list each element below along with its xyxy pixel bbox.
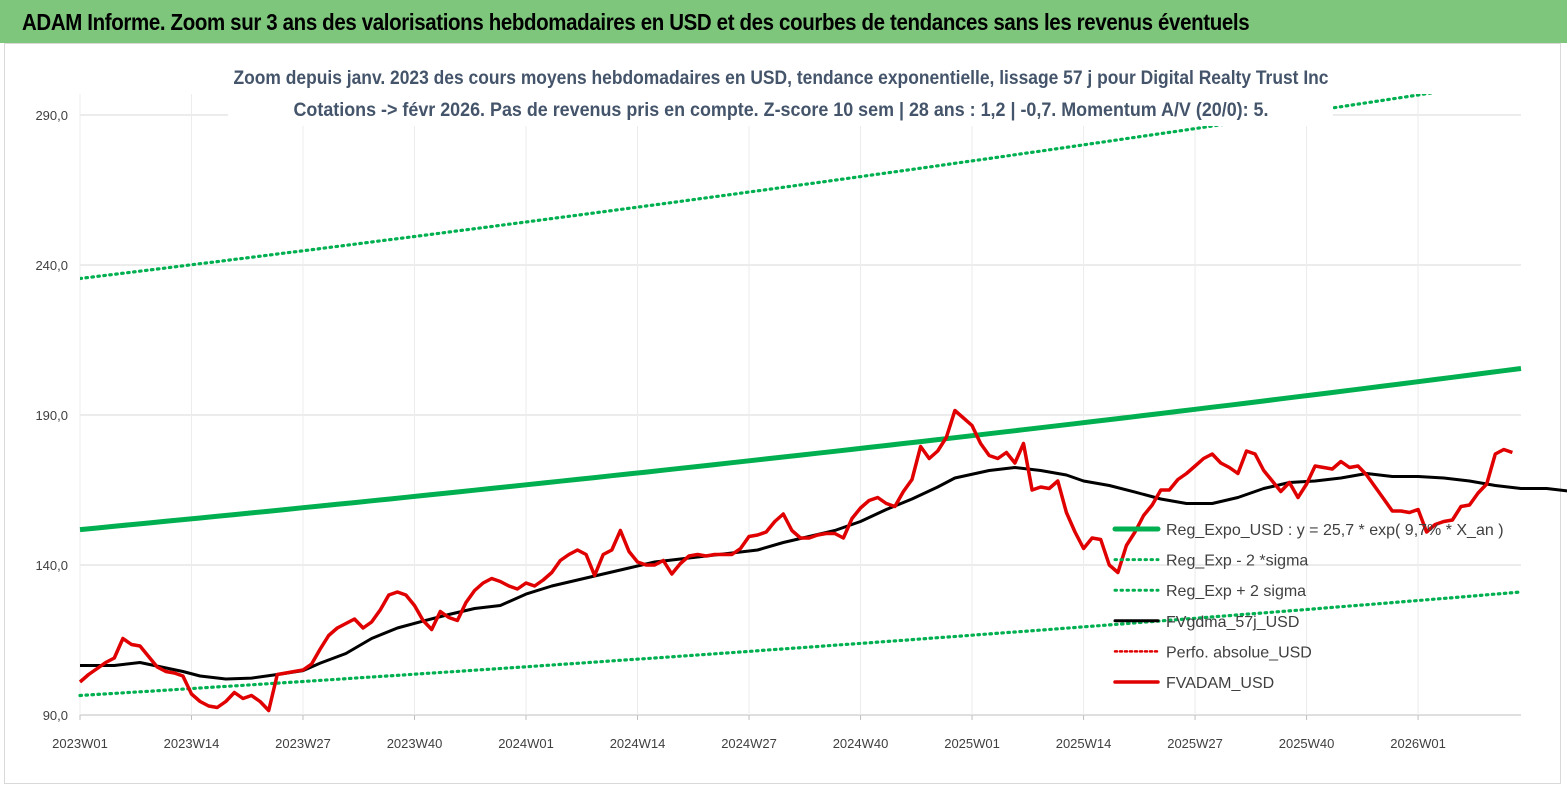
chart-frame [4, 43, 1561, 784]
x-tick-label: 2024W14 [610, 736, 666, 751]
legend: Reg_Expo_USD : y = 25,7 * exp( 9,7% * X_… [1112, 522, 1504, 692]
y-tick-label: 90,0 [43, 708, 68, 723]
y-tick-label: 140,0 [35, 558, 68, 573]
series-reg-exp-minus-2-sigma [78, 590, 1523, 698]
grid-lines [79, 94, 1521, 720]
x-tick-label: 2024W01 [498, 736, 554, 751]
subtitle-box [228, 60, 1333, 126]
x-tick-label: 2025W14 [1056, 736, 1112, 751]
x-tick-label: 2025W40 [1279, 736, 1335, 751]
x-tick-label: 2023W01 [52, 736, 108, 751]
legend-label: FVADAM_USD [1166, 675, 1274, 692]
legend-label: FVgdma_57j_USD [1166, 614, 1299, 631]
report-banner: ADAM Informe. Zoom sur 3 ans des valoris… [0, 0, 1567, 43]
y-tick-label: 240,0 [35, 258, 68, 273]
legend-label: Reg_Exp + 2 sigma [1166, 583, 1306, 600]
legend-label: Reg_Expo_USD : y = 25,7 * exp( 9,7% * X_… [1166, 522, 1504, 539]
x-tick-label: 2025W01 [944, 736, 1000, 751]
x-tick-label: 2024W27 [721, 736, 777, 751]
series-reg-expo-usd [79, 366, 1522, 533]
x-tick-label: 2024W40 [833, 736, 889, 751]
report-title: ADAM Informe. Zoom sur 3 ans des valoris… [22, 9, 1250, 35]
y-tick-label: 290,0 [35, 108, 68, 123]
x-tick-label: 2023W14 [164, 736, 220, 751]
x-tick-label: 2023W40 [387, 736, 443, 751]
x-tick-label: 2026W01 [1390, 736, 1446, 751]
x-axis: 2023W01 2023W14 2023W27 2023W40 2024W01 2024W… [52, 736, 1446, 751]
y-tick-label: 190,0 [35, 408, 68, 423]
series-fvadam-usd [78, 408, 1513, 713]
x-tick-label: 2023W27 [275, 736, 331, 751]
chart-subtitle-line1: Zoom depuis janv. 2023 des cours moyens … [234, 68, 1329, 89]
legend-label: Reg_Exp - 2 *sigma [1166, 553, 1308, 570]
series-fvgdma-57j-usd [80, 466, 1567, 681]
y-axis: 90,0 140,0 190,0 240,0 290,0 [35, 108, 68, 723]
chart-subtitle-line2: Cotations -> févr 2026. Pas de revenus p… [294, 100, 1269, 121]
x-tick-label: 2025W27 [1167, 736, 1223, 751]
legend-label: Perfo. absolue_USD [1166, 644, 1312, 661]
